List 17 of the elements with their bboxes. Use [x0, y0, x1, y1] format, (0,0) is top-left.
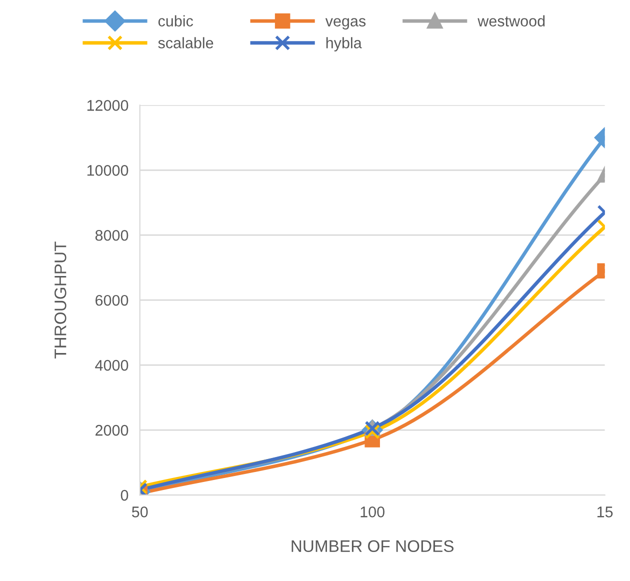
y-tick-label: 2000 [96, 424, 128, 436]
x-tick-label: 15 [597, 506, 613, 518]
x-tick-label: 100 [360, 506, 384, 518]
legend-label: scalable [158, 37, 214, 48]
legend-label: westwood [478, 15, 545, 26]
legend-label: hybla [326, 37, 362, 52]
legend-label: vegas [325, 18, 366, 30]
legend-label: cubic [158, 15, 194, 26]
y-tick-label: 0 [120, 490, 128, 501]
y-tick-label: 10000 [87, 165, 128, 176]
y-tick-label: 8000 [95, 230, 128, 241]
y-tick-label: 6000 [96, 294, 128, 306]
x-axis-title: NUMBER OF NODES [292, 540, 454, 552]
y-axis-title: THROUGHPUT [54, 242, 66, 359]
y-tick-label: 12000 [87, 100, 128, 111]
x-tick-label: 50 [132, 506, 148, 518]
y-tick-label: 4000 [95, 360, 128, 371]
